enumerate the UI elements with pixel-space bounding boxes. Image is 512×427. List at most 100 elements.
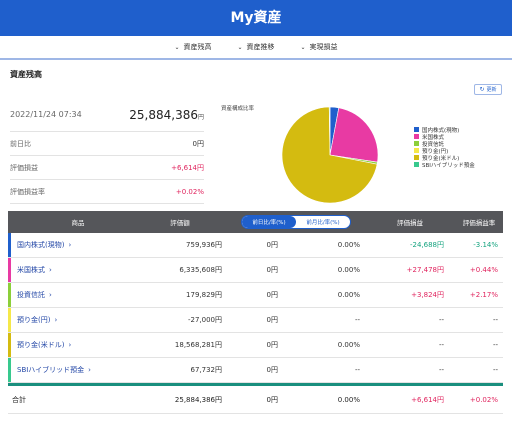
product-link[interactable]: 預り金(米ドル) › xyxy=(17,341,72,349)
cell-pl-rate: -3.14% xyxy=(473,241,498,249)
subnav-item-realized[interactable]: ⌄ 実現損益 xyxy=(300,43,338,51)
legend-swatch xyxy=(414,141,419,146)
total-divider xyxy=(8,383,503,386)
app-header: My資産 xyxy=(0,0,512,36)
summary-row-day-change: 前日比 0円 xyxy=(10,132,204,156)
total-row: 合計 25,884,386円 0円 0.00% +6,614円 +0.02% xyxy=(8,386,503,414)
cell-pl: -24,688円 xyxy=(409,241,444,249)
table-header: 商品 評価額 前日比/率(%) 前月比/率(%) 評価損益 評価損益率 xyxy=(8,211,503,233)
pie-legend: 国内株式(現物) 米国株式 投資信託 預り金(円) 預り金(米ドル) SBIハイブリッド預… xyxy=(414,126,475,169)
cell-pl: -- xyxy=(438,366,444,374)
product-link[interactable]: 預り金(円) › xyxy=(17,316,58,324)
toggle-month-change[interactable]: 前月比/率(%) xyxy=(306,220,340,226)
category-color-bar xyxy=(8,258,11,282)
col-header-value: 評価額 xyxy=(170,219,190,227)
summary-value: +6,614円 xyxy=(171,163,204,172)
category-color-bar xyxy=(8,308,11,332)
legend-item: SBIハイブリッド預金 xyxy=(414,161,475,169)
category-color-bar xyxy=(8,283,11,307)
total-day-change-rate: 0.00% xyxy=(337,396,360,404)
legend-item: 米国株式 xyxy=(414,133,475,141)
chevron-right-icon: › xyxy=(54,316,58,324)
summary-value: 0円 xyxy=(192,139,204,148)
as-of-datetime: 2022/11/24 07:34 xyxy=(10,110,82,119)
table-row: 米国株式 › 6,335,608円 0円 0.00% +27,478円 +0.44% xyxy=(8,258,503,283)
summary-label: 評価損益 xyxy=(10,163,38,172)
page-title: My資産 xyxy=(230,10,282,26)
cell-day-change: 0円 xyxy=(266,316,278,324)
cell-day-change: 0円 xyxy=(266,291,278,299)
cell-day-change: 0円 xyxy=(266,341,278,349)
pie-slice xyxy=(329,107,379,163)
chevron-right-icon: › xyxy=(88,366,91,374)
summary-panel: 2022/11/24 07:34 25,884,386円 前日比 0円 評価損益… xyxy=(10,98,204,204)
product-link[interactable]: 投資信託 › xyxy=(17,291,52,299)
table-row: SBIハイブリッド預金 › 67,732円 0円 -- -- -- xyxy=(8,358,503,383)
legend-swatch xyxy=(414,155,419,160)
cell-value: 759,936円 xyxy=(186,241,222,249)
table-row: 投資信託 › 179,829円 0円 0.00% +3,824円 +2.17% xyxy=(8,283,503,308)
chevron-right-icon: › xyxy=(68,241,72,249)
summary-row-unrealized-pl-rate: 評価損益率 +0.02% xyxy=(10,180,204,204)
refresh-icon: ↻ xyxy=(479,86,485,93)
legend-swatch xyxy=(414,162,419,167)
col-header-pl-rate: 評価損益率 xyxy=(462,219,496,227)
cell-day-change-rate: 0.00% xyxy=(337,241,360,249)
cell-day-change-rate: -- xyxy=(354,366,360,374)
subnav-item-history[interactable]: ⌄ 資産推移 xyxy=(237,43,275,51)
legend-item: 投資信託 xyxy=(414,140,475,148)
summary-value: +0.02% xyxy=(175,187,204,196)
refresh-label: 更新 xyxy=(486,87,497,93)
cell-value: 179,829円 xyxy=(186,291,222,299)
cell-pl-rate: +2.17% xyxy=(469,291,498,299)
legend-item: 預り金(円) xyxy=(414,147,475,155)
holdings-table: 商品 評価額 前日比/率(%) 前月比/率(%) 評価損益 評価損益率 国内株式… xyxy=(8,211,503,414)
summary-row-unrealized-pl: 評価損益 +6,614円 xyxy=(10,156,204,180)
cell-pl: -- xyxy=(438,316,444,324)
sub-navigation: ⌄ 資産残高 ⌄ 資産推移 ⌄ 実現損益 xyxy=(0,36,512,60)
legend-item: 預り金(米ドル) xyxy=(414,154,475,162)
cell-day-change: 0円 xyxy=(266,241,278,249)
subnav-item-balance[interactable]: ⌄ 資産残高 xyxy=(174,43,212,51)
cell-value: -27,000円 xyxy=(187,316,222,324)
total-pl-rate: +0.02% xyxy=(469,396,498,404)
table-body: 国内株式(現物) › 759,936円 0円 0.00% -24,688円 -3.14% 米国… xyxy=(8,233,503,383)
cell-day-change-rate: 0.00% xyxy=(337,341,360,349)
toggle-day-change[interactable]: 前日比/率(%) xyxy=(242,216,296,228)
total-asset-value: 25,884,386円 xyxy=(129,107,204,122)
product-link[interactable]: 米国株式 › xyxy=(17,266,52,274)
summary-total-row: 2022/11/24 07:34 25,884,386円 xyxy=(10,98,204,132)
cell-value: 6,335,608円 xyxy=(179,266,222,274)
legend-swatch xyxy=(414,148,419,153)
category-color-bar xyxy=(8,358,11,382)
col-header-pl: 評価損益 xyxy=(397,219,423,227)
table-row: 国内株式(現物) › 759,936円 0円 0.00% -24,688円 -3.14% xyxy=(8,233,503,258)
chevron-down-icon: ⌄ xyxy=(174,44,180,51)
pie-slice xyxy=(328,106,331,156)
summary-label: 前日比 xyxy=(10,139,31,148)
cell-day-change-rate: 0.00% xyxy=(337,291,360,299)
cell-pl: -- xyxy=(438,341,444,349)
pie-chart-title: 資産構成比率 xyxy=(221,106,255,112)
pie-slice xyxy=(281,106,378,204)
refresh-button[interactable]: ↻ 更新 xyxy=(474,84,502,95)
total-value: 25,884,386円 xyxy=(174,396,222,404)
change-period-toggle[interactable]: 前日比/率(%) 前月比/率(%) xyxy=(241,215,351,229)
legend-item: 国内株式(現物) xyxy=(414,126,475,134)
chevron-down-icon: ⌄ xyxy=(300,44,306,51)
chevron-right-icon: › xyxy=(49,266,52,274)
legend-swatch xyxy=(414,127,419,132)
product-link[interactable]: SBIハイブリッド預金 › xyxy=(17,366,91,374)
section-title: 資産残高 xyxy=(10,70,42,79)
product-link[interactable]: 国内株式(現物) › xyxy=(17,241,72,249)
chevron-right-icon: › xyxy=(49,291,52,299)
total-day-change: 0円 xyxy=(266,396,278,404)
chevron-down-icon: ⌄ xyxy=(237,44,243,51)
cell-day-change: 0円 xyxy=(266,366,278,374)
total-label: 合計 xyxy=(12,396,26,404)
cell-value: 18,568,281円 xyxy=(174,341,222,349)
col-header-product: 商品 xyxy=(71,219,85,227)
category-color-bar xyxy=(8,233,11,257)
table-row: 預り金(米ドル) › 18,568,281円 0円 0.00% -- -- xyxy=(8,333,503,358)
cell-pl-rate: -- xyxy=(492,366,498,374)
